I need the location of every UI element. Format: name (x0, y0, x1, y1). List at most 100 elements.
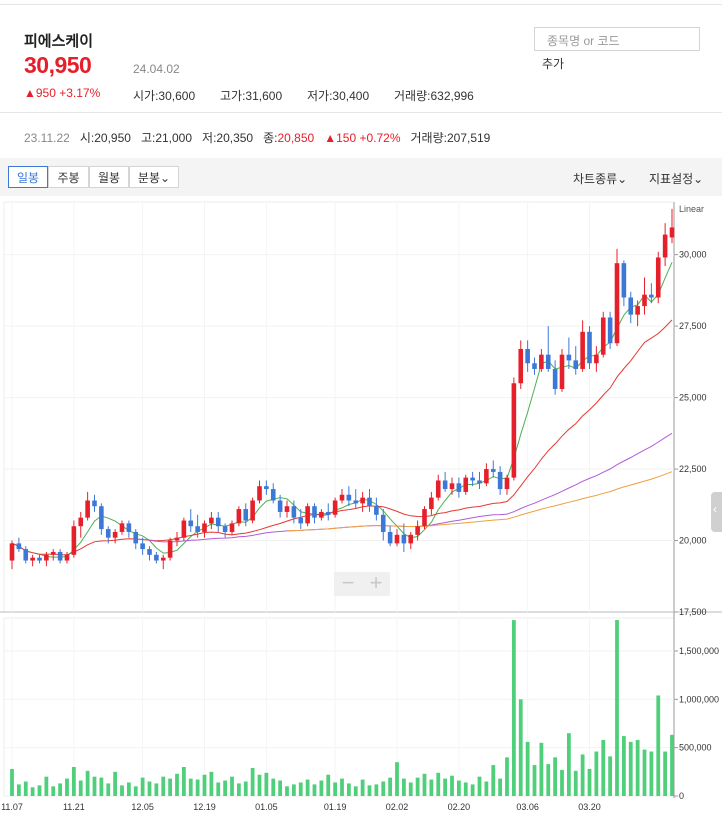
top-divider (0, 4, 722, 5)
candle-body (222, 526, 228, 532)
volume-bar (656, 695, 661, 796)
volume-bar (71, 767, 76, 796)
side-panel-toggle[interactable]: ‹ (711, 492, 722, 532)
volume-bar (140, 777, 145, 796)
volume-bar (346, 783, 351, 796)
high-label: 고가: (220, 89, 246, 103)
candle-body (112, 531, 118, 538)
volume-bar (505, 757, 509, 796)
candle-body (16, 543, 22, 550)
volume-bar (175, 773, 179, 796)
candle-body (401, 534, 407, 544)
candle-body (552, 368, 558, 389)
volume-bar (436, 772, 441, 796)
volume-bar (30, 787, 35, 796)
candle-body (332, 500, 338, 515)
volume-bar (58, 783, 63, 796)
volume-bar (236, 783, 241, 796)
candle-body (470, 477, 475, 481)
volume-bar (608, 756, 613, 796)
volume-bar (484, 781, 489, 796)
candle-body (325, 511, 331, 515)
volume-bar (374, 784, 379, 796)
x-tick-label: 02.02 (386, 802, 409, 812)
stock-search-input[interactable]: 종목명 or 코드 (534, 27, 700, 51)
volume-bar (477, 776, 482, 796)
volume-bar (44, 776, 49, 796)
volume-bar (566, 733, 571, 796)
candle-body (387, 531, 393, 544)
zoom-in-button[interactable]: + (369, 570, 383, 595)
volume-bar (278, 780, 283, 796)
volume-bar (168, 778, 173, 796)
quote-date: 24.04.02 (133, 62, 180, 76)
volume-bar (539, 742, 544, 796)
volume-bar (560, 769, 564, 796)
candle-body (92, 500, 97, 507)
candle-body (78, 517, 84, 527)
header-divider (0, 112, 722, 113)
volume-bar (195, 779, 200, 796)
volume-bar (388, 777, 393, 796)
candle-body (580, 331, 585, 369)
candle-body (518, 348, 524, 384)
volume-value: 632,996 (430, 89, 474, 103)
price-plot-frame (3, 201, 675, 613)
candle-body (140, 543, 145, 550)
selected-low: 20,350 (216, 131, 254, 145)
low-price: 저가:30,400 (307, 87, 369, 104)
volume-bar (470, 784, 475, 796)
candle-body (154, 554, 159, 561)
x-tick-label: 01.05 (255, 802, 278, 812)
candle-body (374, 506, 379, 515)
volume-label: 거래량: (394, 89, 431, 103)
volume-tick-label: 1,000,000 (679, 694, 719, 704)
indicator-settings-menu[interactable]: 지표설정⌄ (649, 172, 704, 186)
volume-bar (285, 786, 289, 796)
tab-weekly[interactable]: 주봉 (48, 166, 89, 188)
volume-bar (621, 736, 626, 796)
candle-body (367, 497, 372, 507)
candle-body (449, 483, 455, 490)
candle-body (160, 557, 166, 561)
stock-chart[interactable]: Linear 17,500 20,000 22,500 25,000 27,500 30,0… (0, 196, 722, 826)
trade-volume: 거래량:632,996 (394, 87, 474, 104)
zoom-out-button[interactable]: − (341, 570, 355, 595)
candle-body (57, 551, 63, 561)
chart-type-menu[interactable]: 차트종류⌄ (573, 172, 628, 186)
candle-body (209, 517, 214, 524)
volume-bar (333, 782, 338, 796)
scale-label: Linear (679, 204, 704, 214)
volume-bar (367, 785, 372, 796)
candle-body (607, 317, 613, 344)
candle-body (23, 549, 29, 561)
selected-candle-info: 23.11.22 시:20,950 고:21,000 저:20,350 종:20… (24, 129, 490, 146)
price-tick-label: 20,000 (679, 536, 707, 546)
candle-body (635, 306, 640, 315)
candle-body (298, 517, 304, 524)
volume-bar (395, 762, 399, 796)
candle-body (236, 509, 242, 524)
candle-body (339, 494, 345, 501)
volume-bar (271, 778, 276, 796)
candle-body (126, 523, 132, 532)
volume-tick-label: 0 (679, 791, 684, 801)
price-tick-label: 25,000 (679, 393, 707, 403)
price-change: ▲950 +3.17% (24, 86, 101, 100)
volume-bar (243, 781, 248, 796)
volume-bar (463, 782, 468, 796)
selected-open-label: 시: (79, 131, 95, 145)
tab-monthly[interactable]: 월봉 (89, 166, 129, 188)
candle-body (105, 529, 111, 538)
high-value: 31,600 (245, 89, 283, 103)
tab-minute[interactable]: 분봉⌄ (129, 166, 179, 188)
volume-bar (188, 778, 193, 796)
volume-bar (147, 781, 152, 796)
open-value: 30,600 (158, 89, 196, 103)
candle-body (587, 331, 592, 364)
add-button[interactable]: 추가 (542, 57, 565, 71)
tab-daily[interactable]: 일봉 (8, 166, 48, 188)
candle-body (497, 471, 503, 490)
candle-body (312, 506, 317, 518)
candle-body (594, 354, 599, 364)
